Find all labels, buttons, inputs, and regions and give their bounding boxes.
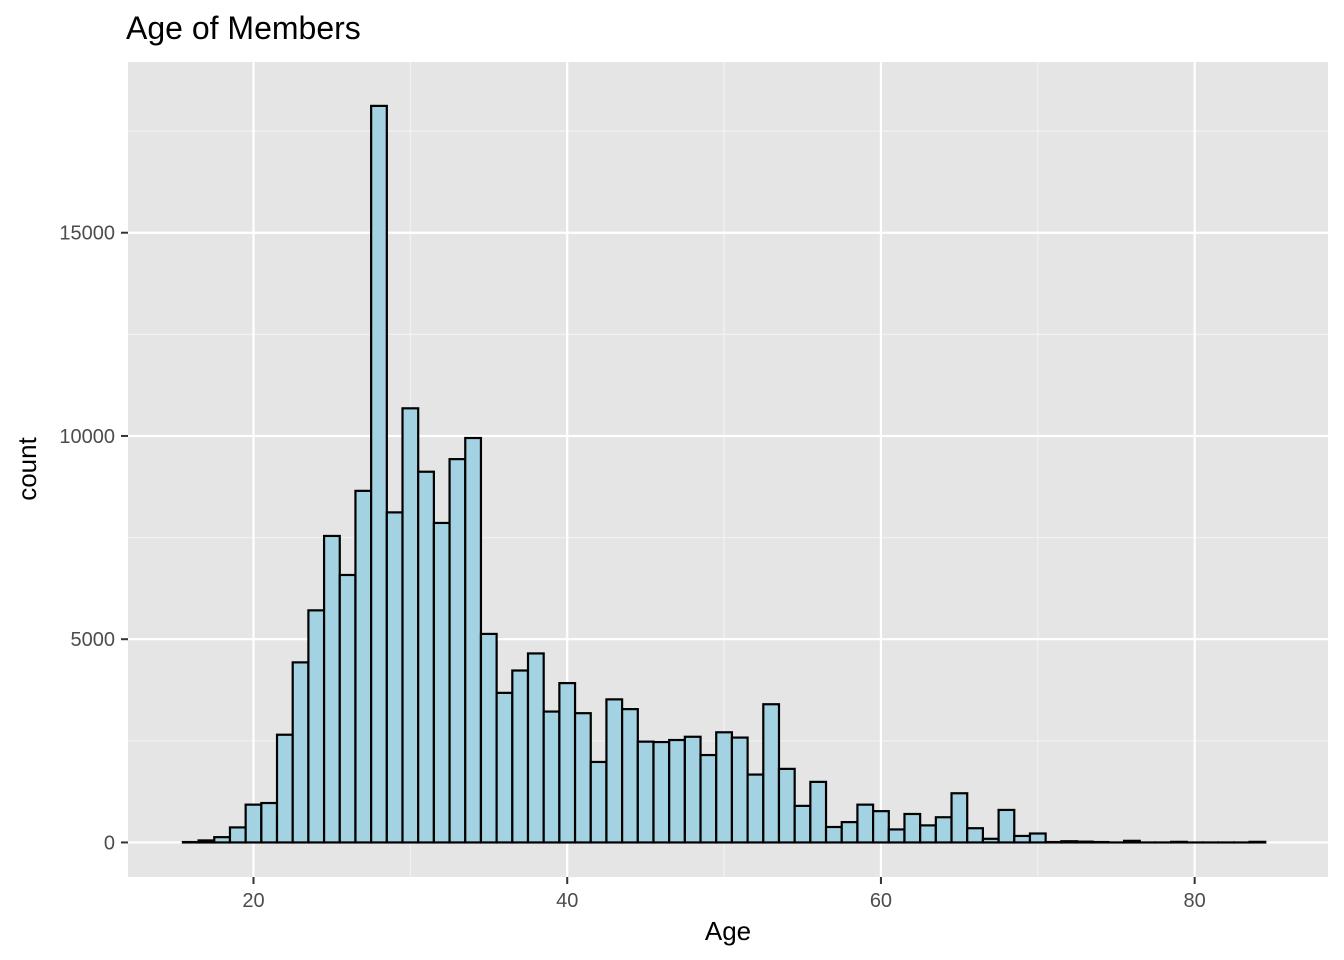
histogram-bar xyxy=(401,407,420,844)
histogram-bar xyxy=(903,812,922,844)
histogram-bar xyxy=(919,824,937,844)
histogram-bar xyxy=(997,808,1016,844)
histogram-bar xyxy=(636,740,655,844)
y-tick-label: 15000 xyxy=(59,223,115,245)
histogram-bar xyxy=(824,825,843,844)
histogram-bar xyxy=(981,837,1000,844)
histogram-bar xyxy=(950,792,969,844)
grid-lines xyxy=(128,62,1328,877)
histogram-bar xyxy=(228,826,247,844)
histogram-bar xyxy=(871,810,890,844)
histogram-bar xyxy=(197,839,216,844)
y-axis-title: count xyxy=(12,436,42,500)
histogram-bar xyxy=(840,821,859,844)
histogram-bar xyxy=(542,710,561,844)
histogram-bar xyxy=(887,828,906,844)
histogram-bar xyxy=(260,801,279,844)
histogram-bar xyxy=(762,703,781,844)
histogram-bar xyxy=(1075,840,1094,844)
x-axis-title: Age xyxy=(705,916,751,946)
histogram-bar xyxy=(1122,839,1141,844)
histogram-bar xyxy=(699,753,718,844)
histogram-bar xyxy=(511,669,530,844)
histogram-bar xyxy=(966,827,985,844)
histogram-bar xyxy=(1013,834,1032,844)
histogram-bar xyxy=(683,735,702,844)
histogram-bar xyxy=(1060,840,1079,844)
histogram-bar xyxy=(856,803,875,844)
y-tick-label: 10000 xyxy=(59,426,115,448)
histogram-bar xyxy=(558,682,577,844)
x-tick-label: 20 xyxy=(242,890,264,912)
histogram-bar xyxy=(1028,832,1047,844)
histogram-bar xyxy=(291,661,310,844)
histogram-bar xyxy=(652,740,671,844)
y-tick-label: 5000 xyxy=(71,629,116,651)
histogram-bar xyxy=(307,609,326,844)
histogram-bar xyxy=(573,712,592,844)
histogram-bar xyxy=(621,708,639,844)
histogram-bar xyxy=(244,803,263,844)
histogram-bar xyxy=(668,738,686,844)
chart-title: Age of Members xyxy=(126,10,361,46)
histogram-bar xyxy=(777,767,796,844)
histogram-bar xyxy=(526,652,545,844)
histogram-bar xyxy=(275,733,294,844)
histogram-bar xyxy=(354,489,373,844)
x-tick-label: 40 xyxy=(556,890,578,912)
histogram-bar xyxy=(417,470,435,844)
histogram-bar xyxy=(715,731,734,844)
bars-group xyxy=(181,104,1267,844)
histogram-bar xyxy=(370,104,388,844)
histogram-bar xyxy=(322,534,341,844)
histogram-bar xyxy=(1170,840,1188,844)
histogram-bar xyxy=(495,691,514,844)
y-tick-label: 0 xyxy=(104,832,115,854)
histogram-bar xyxy=(213,836,232,844)
histogram-bar xyxy=(589,760,608,844)
histogram-bar xyxy=(809,780,828,844)
histogram-bar xyxy=(385,511,404,844)
histogram-bar xyxy=(432,521,451,844)
histogram-bar xyxy=(464,436,483,844)
histogram-bar xyxy=(793,804,812,844)
axes-group: 20 40 60 80 0 5000 10000 15000 xyxy=(59,223,1205,912)
x-tick-label: 80 xyxy=(1184,890,1206,912)
histogram-bar xyxy=(448,458,467,844)
histogram-bar xyxy=(730,736,749,844)
histogram-bar xyxy=(746,773,765,844)
histogram-bar xyxy=(934,816,953,844)
histogram-bar xyxy=(1248,840,1267,844)
histogram-bar xyxy=(605,698,624,844)
histogram-bar xyxy=(479,632,498,844)
histogram-bar xyxy=(338,573,357,844)
x-tick-label: 60 xyxy=(870,890,892,912)
